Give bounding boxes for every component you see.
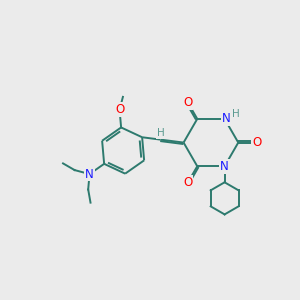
Text: N: N xyxy=(220,160,229,173)
Text: O: O xyxy=(115,103,124,116)
Text: H: H xyxy=(232,109,240,118)
Text: H: H xyxy=(157,128,165,138)
Text: O: O xyxy=(183,96,193,110)
Text: O: O xyxy=(252,136,261,149)
Text: O: O xyxy=(183,176,193,189)
Text: N: N xyxy=(85,168,94,181)
Text: N: N xyxy=(222,112,230,125)
